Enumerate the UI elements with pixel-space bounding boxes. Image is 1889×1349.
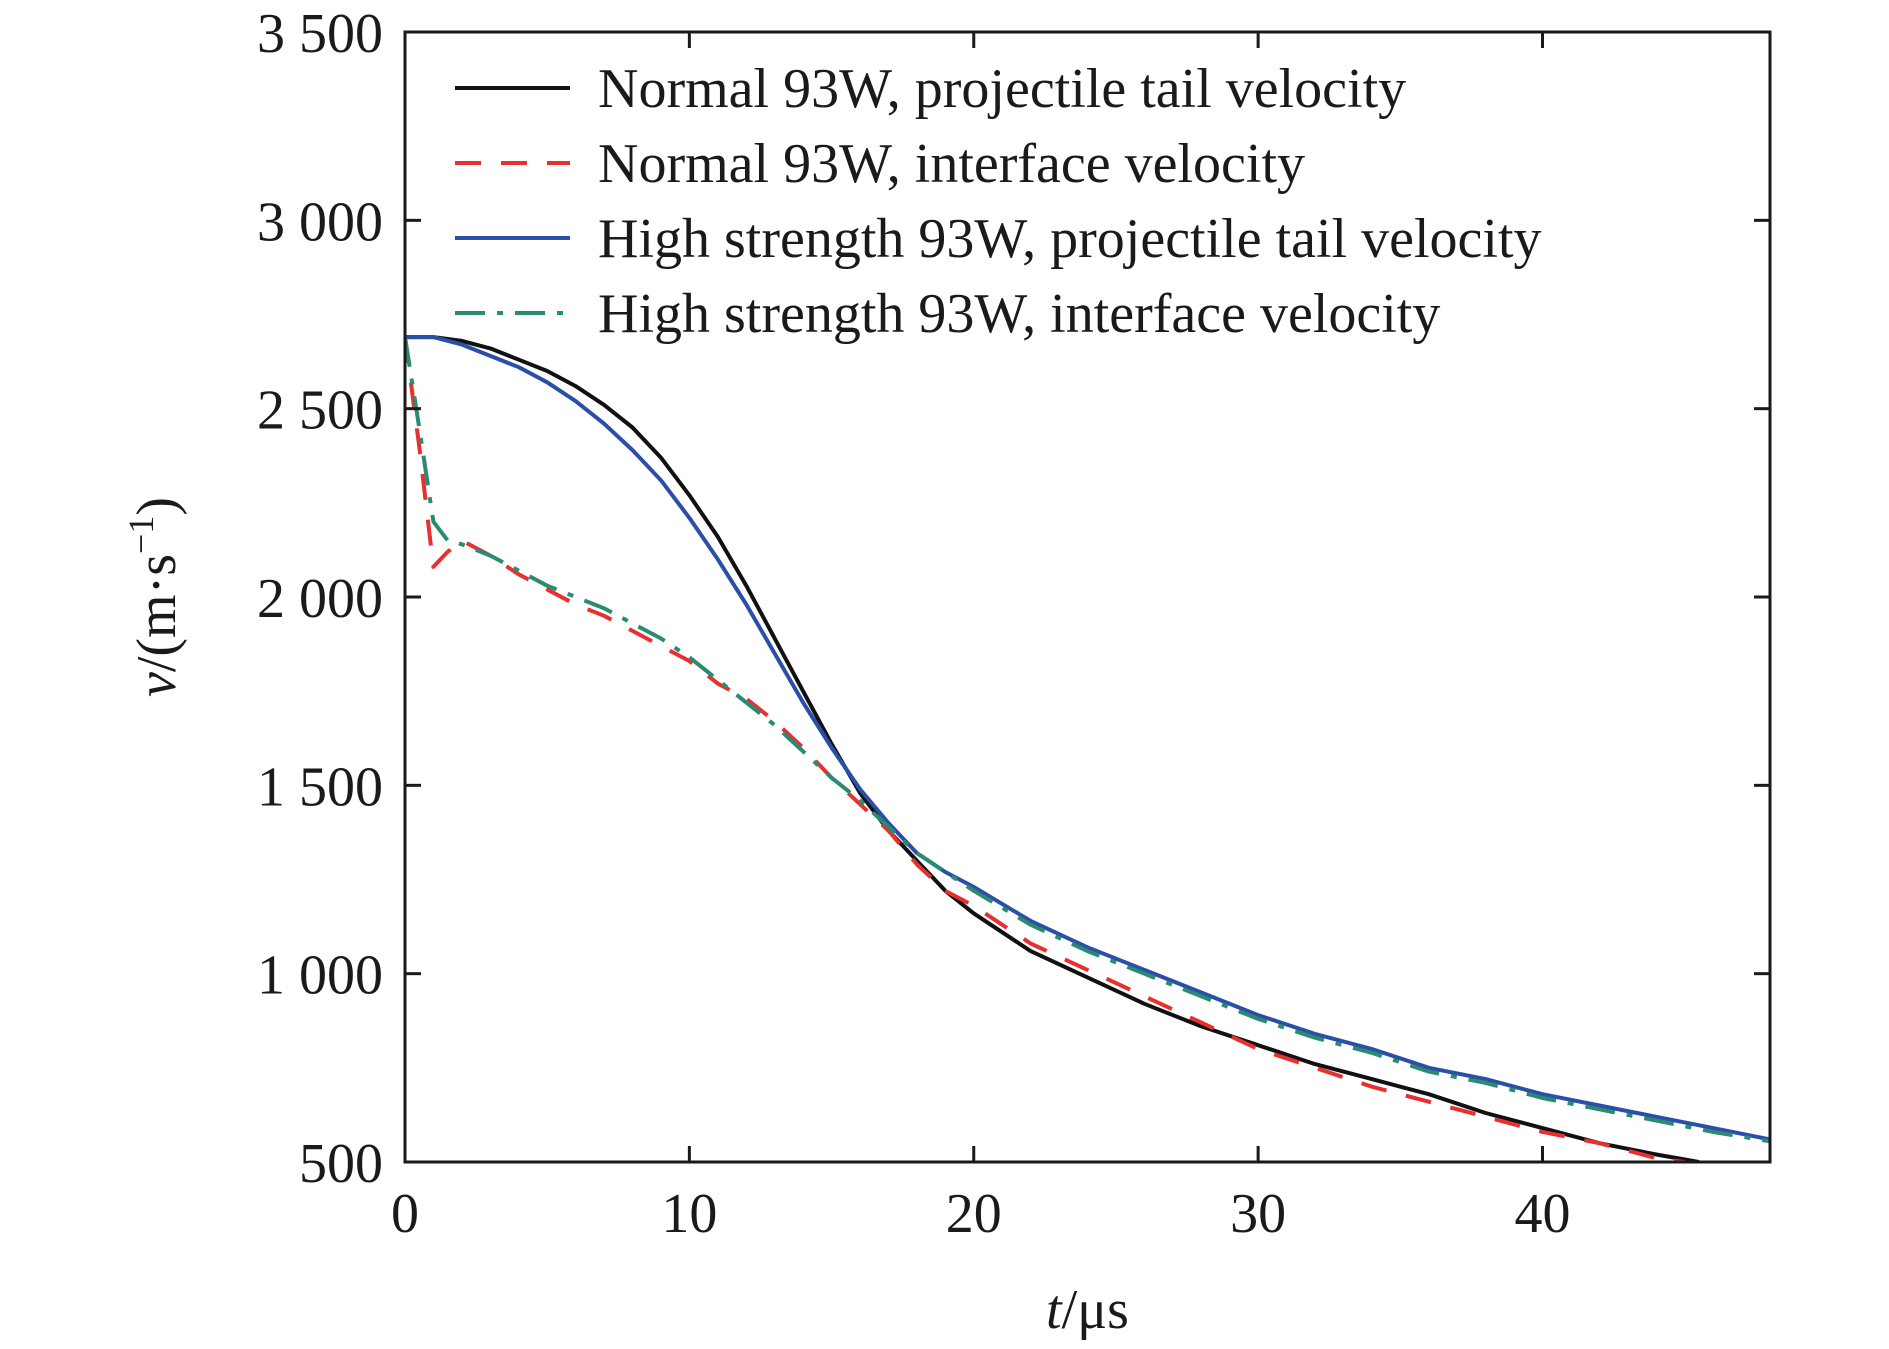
y-tick-label: 2 500: [257, 380, 383, 442]
y-axis-label-unit: /(m·s: [126, 554, 188, 672]
y-tick-label: 2 000: [257, 568, 383, 630]
y-axis-label: v/(m·s−1): [121, 497, 188, 697]
y-tick-label: 1 500: [257, 756, 383, 818]
legend-label-3: High strength 93W, projectile tail veloc…: [598, 208, 1542, 270]
tick-marks: [403, 30, 1770, 1164]
legend-label-2: Normal 93W, interface velocity: [598, 133, 1305, 195]
x-axis-label: t/μs: [1046, 1279, 1129, 1341]
series-line-3: [405, 335, 1770, 1142]
y-axis-label-var: v: [126, 672, 188, 697]
y-axis-label-sup: −1: [121, 516, 161, 554]
series-line-2: [405, 336, 1685, 1162]
x-tick-label: 10: [661, 1183, 717, 1245]
y-tick-label: 3 000: [257, 191, 383, 253]
plot-frame: [403, 30, 1772, 1164]
y-tick-label: 500: [299, 1133, 383, 1195]
x-axis-label-unit: /μs: [1062, 1279, 1129, 1341]
x-tick-label: 20: [946, 1183, 1002, 1245]
series-line-4: [405, 336, 1770, 1144]
x-tick-label: 40: [1515, 1183, 1571, 1245]
y-axis-label-close: ): [126, 497, 188, 516]
legend-label-4: High strength 93W, interface velocity: [598, 283, 1440, 345]
x-axis-label-var: t: [1046, 1279, 1063, 1341]
series-line-1: [405, 335, 1700, 1162]
y-tick-label: 1 000: [257, 945, 383, 1007]
tick-labels: 0 10 20 30 40 500 1 000 1 500 2 000 2 500 3 000 3 5…: [257, 3, 1571, 1245]
x-tick-label: 30: [1230, 1183, 1286, 1245]
x-tick-label: 0: [391, 1183, 419, 1245]
axes: [403, 30, 1772, 1164]
legend-label-1: Normal 93W, projectile tail velocity: [598, 58, 1406, 120]
legend: Normal 93W, projectile tail velocity Norm…: [455, 58, 1542, 345]
y-tick-label: 3 500: [257, 3, 383, 65]
plot-area: [405, 335, 1770, 1162]
